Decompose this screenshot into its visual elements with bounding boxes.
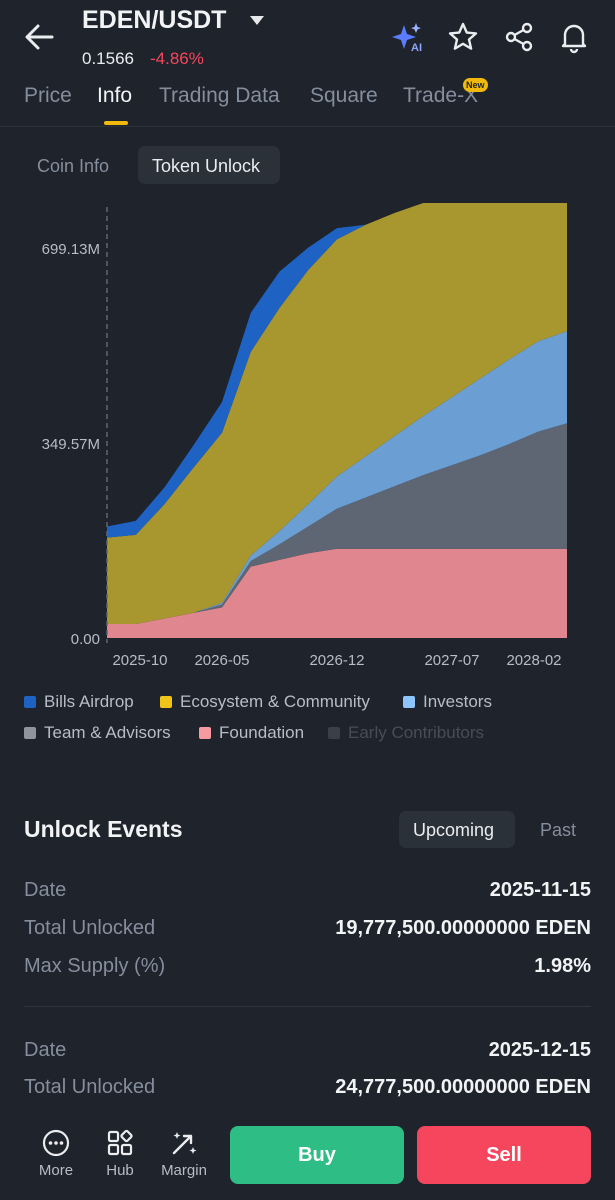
event-total: 24,777,500.00000000 EDEN [335,1076,591,1098]
x-tick-label: 2028-02 [506,652,561,669]
filter-upcoming-button[interactable] [399,811,515,848]
more-icon [42,1129,70,1157]
y-tick-label: 0.00 [71,631,100,648]
back-arrow-icon[interactable] [22,20,58,54]
event-total-label: Total Unlocked [24,917,156,939]
legend-label: Ecosystem & Community [180,692,370,711]
event-date-label: Date [24,879,67,901]
event-supply-label: Max Supply (%) [24,955,166,977]
nav-margin[interactable]: Margin [152,1128,216,1179]
legend-early-contributors[interactable]: Early Contributors [328,723,484,743]
share-icon[interactable] [502,20,536,54]
tab-price[interactable]: Price [24,84,72,107]
area-bills-airdrop [107,203,567,538]
nav-hub-label: Hub [106,1162,134,1179]
tabs-divider [0,126,615,127]
active-tab-indicator [104,121,128,125]
legend-label: Bills Airdrop [44,692,134,711]
x-tick-label: 2026-05 [194,652,249,669]
ai-sparkle-icon[interactable]: AI [391,20,425,54]
subtab-coin-info[interactable]: Coin Info [37,156,110,176]
area-investors [107,331,567,625]
buy-button[interactable]: Buy [230,1126,404,1184]
new-badge: New [463,78,488,92]
event-supply: 1.98% [534,955,591,977]
x-tick-label: 2026-12 [309,652,364,669]
area-foundation [107,548,567,638]
subtab-token-unlock-label: Token Unlock [152,156,261,176]
y-tick-label: 699.13M [42,241,100,258]
nav-more[interactable]: More [24,1128,88,1179]
legend-ecosystem-community[interactable]: Ecosystem & Community [160,692,370,712]
pair-title[interactable]: EDEN/USDT [82,6,227,34]
event-date: 2025-12-15 [488,1039,591,1061]
event-total-label: Total Unlocked [24,1076,156,1098]
token-unlock-chart[interactable]: 699.13M 349.57M 0.00 2025-10 2026-05 2026-12… [0,195,615,670]
area-team-advisors [107,423,567,625]
event-divider [24,1006,591,1007]
svg-text:AI: AI [411,42,422,54]
tab-square[interactable]: Square [310,84,378,107]
nav-hub[interactable]: Hub [88,1128,152,1179]
legend-swatch [199,727,211,739]
bell-icon[interactable] [557,20,591,54]
tab-info[interactable]: Info [97,84,133,107]
tab-trade-x[interactable]: Trade-X [403,84,479,107]
legend-investors[interactable]: Investors [403,692,492,712]
filter-past-button[interactable]: Past [540,820,577,840]
legend-label: Team & Advisors [44,723,171,742]
legend-label: Foundation [219,723,305,742]
nav-margin-label: Margin [161,1162,207,1179]
legend-swatch [24,727,36,739]
nav-more-label: More [38,1162,74,1179]
legend-swatch [160,696,172,708]
filter-upcoming-label: Upcoming [413,820,495,840]
unlock-events-title: Unlock Events [24,816,183,842]
last-price: 0.1566 [82,49,134,68]
hub-icon [107,1129,133,1156]
legend-swatch [328,727,340,739]
legend-bills-airdrop[interactable]: Bills Airdrop [24,692,134,712]
price-change: -4.86% [150,49,204,68]
tab-trading-data[interactable]: Trading Data [159,84,280,107]
sell-button[interactable]: Sell [417,1126,591,1184]
x-tick-label: 2027-07 [424,652,479,669]
event-total: 19,777,500.00000000 EDEN [335,917,591,939]
legend-label: Early Contributors [348,723,485,742]
x-tick-label: 2025-10 [112,652,167,669]
legend-team-advisors[interactable]: Team & Advisors [24,723,171,743]
event-date-label: Date [24,1039,67,1061]
y-tick-label: 349.57M [42,436,100,453]
event-date: 2025-11-15 [489,879,591,901]
star-icon[interactable] [446,20,480,54]
legend-swatch [403,696,415,708]
legend-swatch [24,696,36,708]
legend-label: Investors [423,692,492,711]
margin-icon [172,1132,197,1155]
subtab-token-unlock[interactable] [138,146,280,184]
area-ecosystem-community [107,203,567,625]
legend-foundation[interactable]: Foundation [199,723,304,743]
chevron-down-icon[interactable] [250,16,264,25]
